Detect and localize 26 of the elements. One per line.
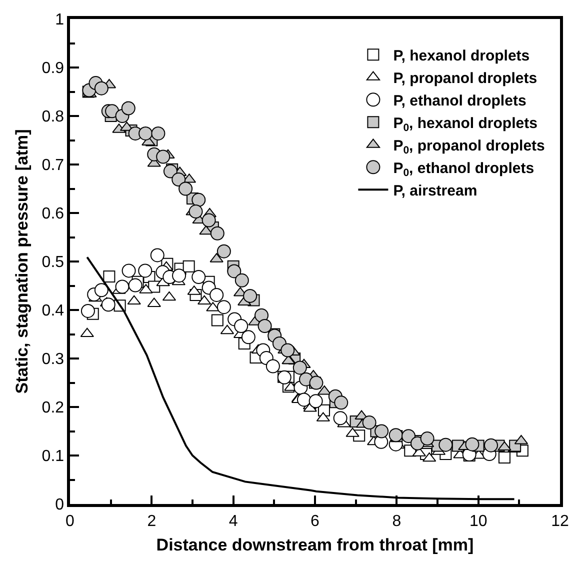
- legend-label: P$_{0}$, propanol droplets: [393, 138, 545, 157]
- y-tick-label: 1: [55, 12, 64, 29]
- y-tick-label: 0: [55, 496, 64, 514]
- x-tick-label: 12: [551, 512, 569, 530]
- y-tick-label: 0.8: [42, 108, 64, 126]
- legend-label: P, ethanol droplets: [393, 92, 526, 110]
- x-tick-label: 6: [310, 512, 320, 530]
- x-tick-label: 4: [228, 512, 238, 530]
- y-tick-label: 0.5: [42, 254, 64, 272]
- y-tick-label: 0.9: [42, 60, 64, 78]
- y-tick-label: 0.6: [42, 206, 64, 223]
- x-tick-label: 8: [392, 512, 402, 530]
- legend-label: P, airstream: [393, 182, 478, 200]
- x-axis-title: Distance downstream from throat [mm]: [156, 535, 474, 554]
- x-tick-label: 2: [147, 512, 156, 530]
- y-tick-label: 0.2: [42, 400, 64, 417]
- y-axis-title: Static, stagnation pressure [atm]: [12, 129, 32, 394]
- y-tick-label: 0.3: [42, 351, 64, 368]
- legend-label: P$_{0}$, hexanol droplets: [393, 115, 538, 134]
- x-tick-label: 10: [469, 512, 488, 530]
- legend-label: P, propanol droplets: [393, 70, 538, 87]
- legend-label: P$_{0}$, ethanol droplets: [393, 160, 534, 180]
- y-tick-label: 0.7: [42, 157, 64, 174]
- legend-label: P, hexanol droplets: [393, 48, 530, 64]
- y-tick-label: 0.1: [42, 448, 64, 466]
- y-tick-label: 0.4: [42, 302, 64, 320]
